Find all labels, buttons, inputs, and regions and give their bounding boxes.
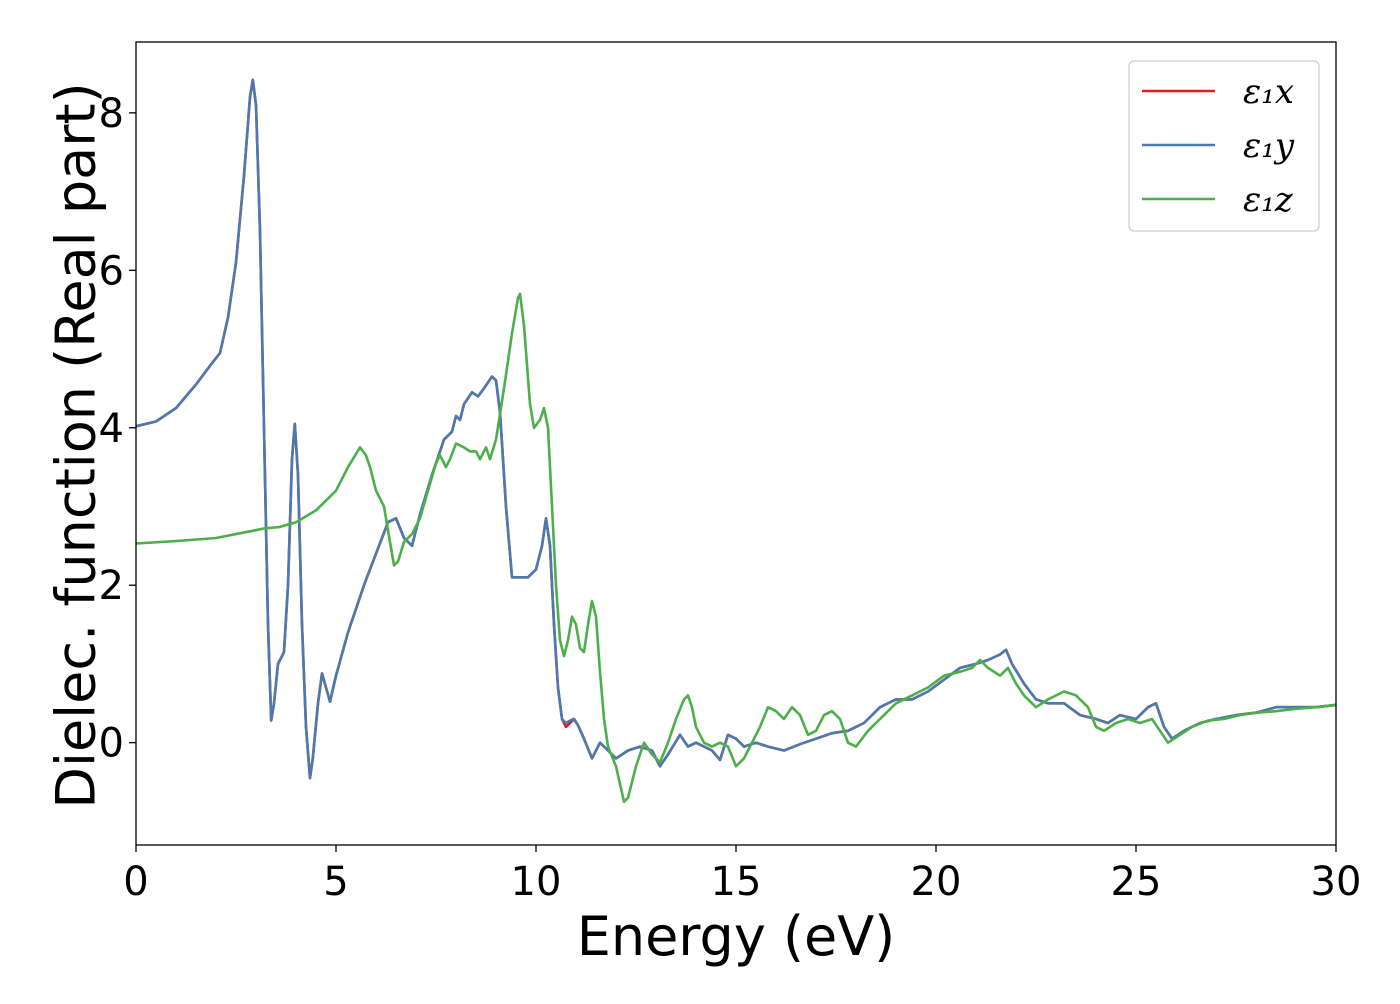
x-tick-label: 5 [323,859,348,905]
y-axis-ticks: 0 2 4 6 8 [99,91,136,767]
x-tick-label: 15 [711,859,762,905]
y-tick-label: 6 [99,248,124,294]
y-tick-label: 8 [99,91,124,137]
series-line-1 [136,78,1336,780]
series-line-2 [136,292,1336,803]
x-tick-label: 30 [1311,859,1362,905]
legend-label: ε₁x [1243,72,1294,112]
x-tick-label: 25 [1111,859,1162,905]
x-tick-label: 20 [911,859,962,905]
legend-label: ε₁z [1243,180,1294,220]
legend-box [1128,60,1320,232]
y-axis-label: Dielec. function (Real part) [45,82,108,808]
x-tick-label: 0 [123,859,148,905]
y-tick-label: 0 [99,721,124,767]
legend: ε₁x ε₁y ε₁z [1128,60,1320,232]
x-tick-label: 10 [511,859,562,905]
x-axis-label: Energy (eV) [577,905,896,968]
series-layer [136,78,1336,803]
y-tick-label: 2 [99,563,124,609]
legend-label: ε₁y [1243,126,1295,166]
x-axis-ticks: 0 5 10 15 20 25 30 [123,845,1361,905]
y-tick-label: 4 [99,406,124,452]
